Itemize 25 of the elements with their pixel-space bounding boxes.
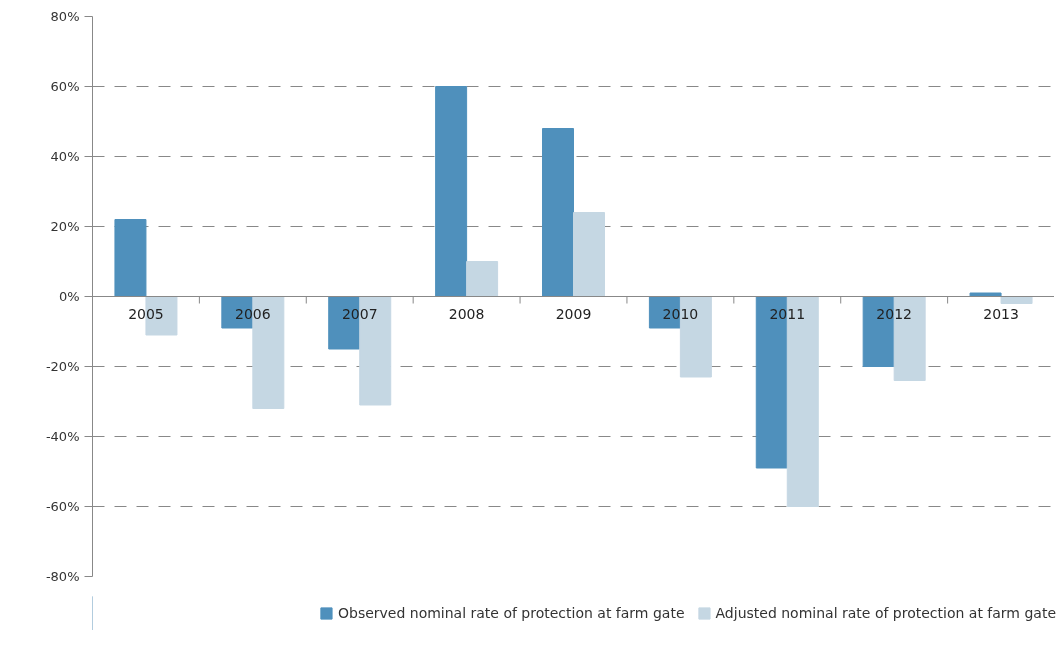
- y-tick-label: 0%: [58, 289, 80, 304]
- y-tick-label: -40%: [45, 429, 80, 444]
- x-tick-label: 2013: [983, 305, 1019, 322]
- x-tick-label: 2005: [128, 305, 164, 322]
- bar: [542, 128, 574, 297]
- bar: [573, 212, 605, 297]
- bar: [435, 86, 468, 297]
- bar: [969, 292, 1002, 297]
- y-tick-label: 40%: [50, 149, 80, 164]
- x-tick-label: 2011: [769, 305, 806, 322]
- y-tick-label: -20%: [45, 359, 80, 374]
- bar: [466, 261, 499, 297]
- y-tick-label: -60%: [45, 499, 80, 514]
- bar: [114, 219, 147, 297]
- x-tick-label: 2008: [448, 305, 485, 322]
- x-tick-label: 2009: [555, 305, 592, 322]
- legend-label: Adjusted nominal rate of protection at farm gate: [715, 605, 1056, 621]
- y-tick-label: -80%: [45, 569, 80, 584]
- y-tick-label: 20%: [50, 219, 80, 234]
- bar: [1000, 296, 1033, 304]
- legend-label: Observed nominal rate of protection at farm gate: [337, 605, 685, 621]
- y-tick-label: 60%: [50, 79, 80, 94]
- x-tick-label: 2006: [235, 305, 271, 322]
- y-tick-label: 80%: [50, 9, 80, 24]
- x-tick-label: 2012: [876, 305, 912, 322]
